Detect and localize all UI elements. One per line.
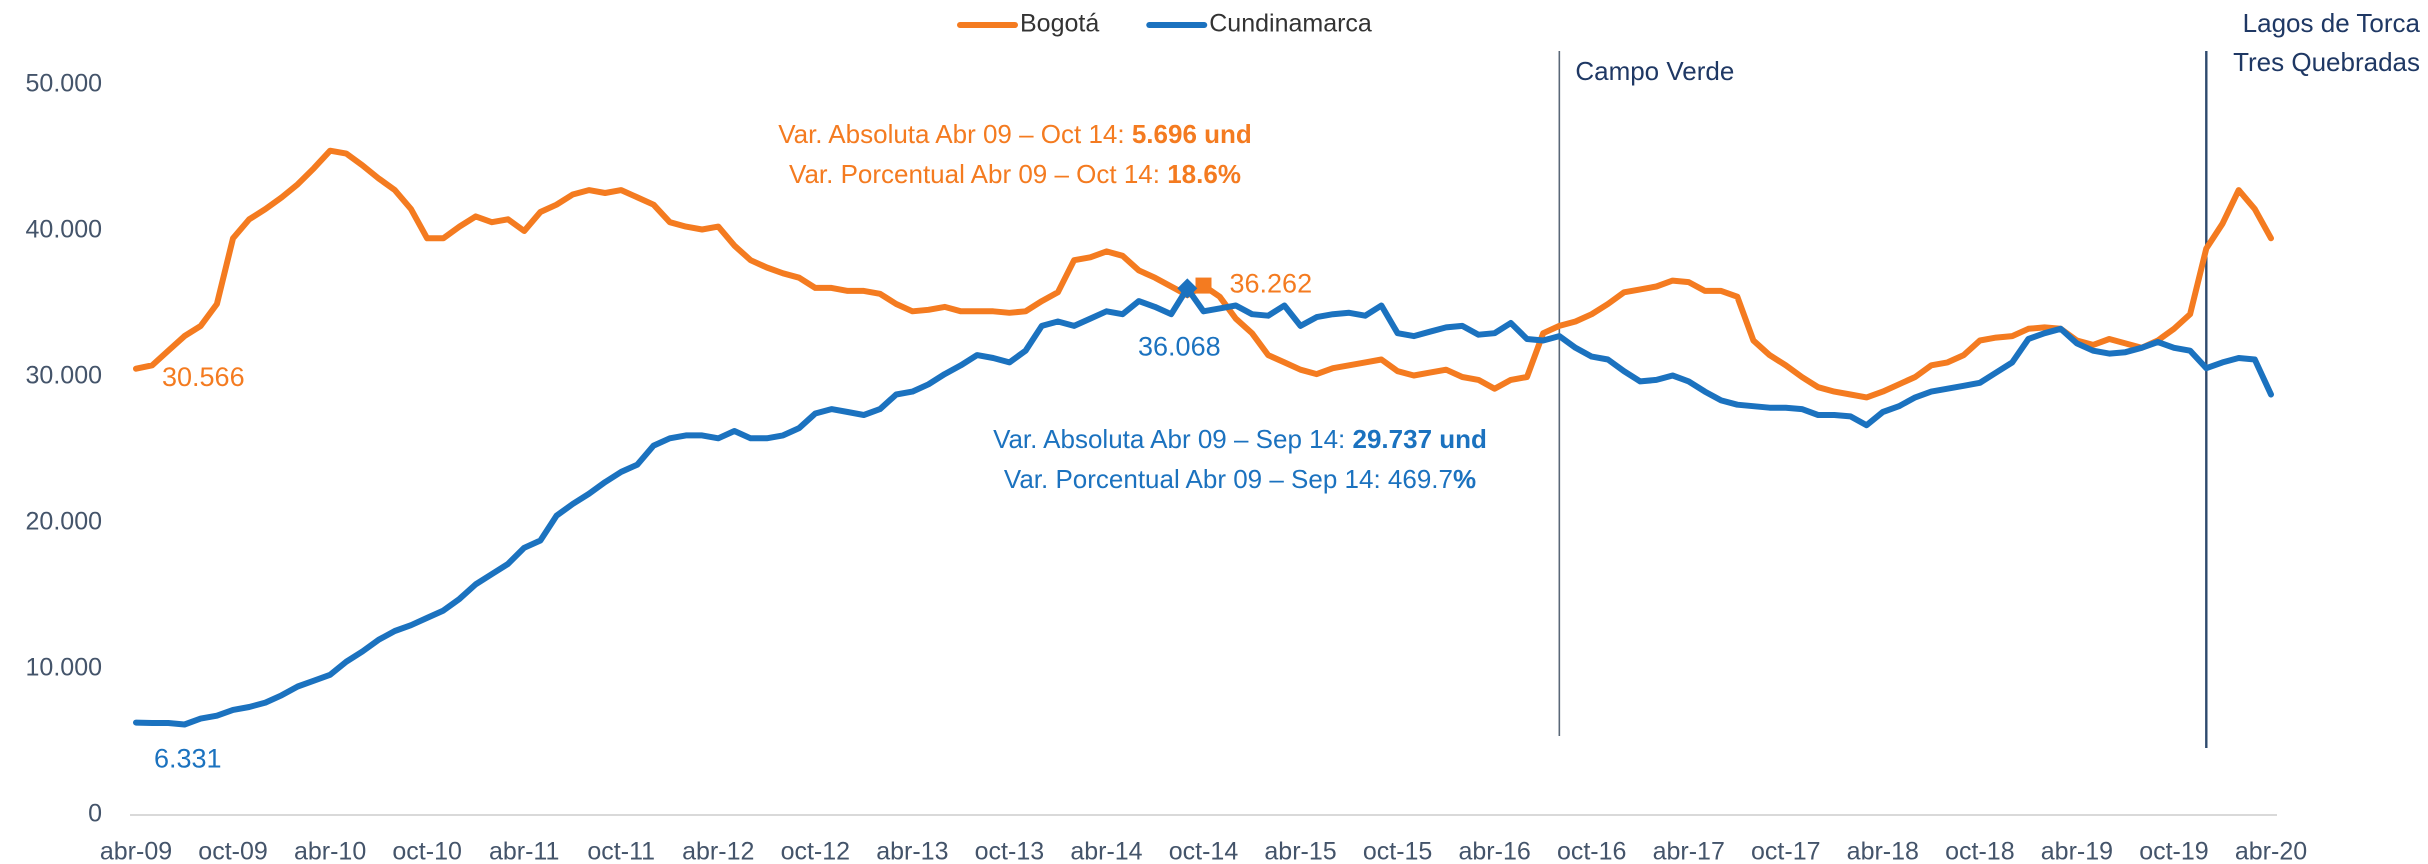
x-tick-label: oct-13 <box>975 838 1044 864</box>
x-tick-label: abr-19 <box>2041 838 2113 864</box>
y-tick-label: 30.000 <box>26 362 102 390</box>
value-label: 30.566 <box>162 362 245 392</box>
event-label: Campo Verde <box>1575 56 1734 86</box>
point-marker <box>1195 277 1212 294</box>
x-tick-label: oct-11 <box>587 838 655 864</box>
y-tick-label: 0 <box>88 800 102 828</box>
annotation: Var. Absoluta Abr 09 – Sep 14: 29.737 un… <box>993 424 1487 454</box>
annotation: Var. Porcentual Abr 09 – Sep 14: 469.7% <box>1004 464 1476 494</box>
x-tick-label: oct-18 <box>1945 838 2014 864</box>
series-line <box>133 285 2274 728</box>
x-tick-label: oct-15 <box>1363 838 1432 864</box>
x-tick-label: oct-19 <box>2139 838 2208 864</box>
annotation-strong: % <box>1453 464 1476 494</box>
annotation-strong: 29.737 und <box>1353 424 1487 454</box>
x-tick-label: oct-12 <box>781 838 850 864</box>
x-tick-label: oct-14 <box>1169 838 1239 864</box>
value-label: 36.262 <box>1230 269 1313 299</box>
x-tick-label: abr-15 <box>1264 838 1336 864</box>
legend-label: Bogotá <box>1020 10 1099 38</box>
annotation-text: Var. Absoluta Abr 09 – Oct 14: <box>778 119 1132 149</box>
legend-label: Cundinamarca <box>1209 10 1372 38</box>
x-tick-label: abr-17 <box>1653 838 1725 864</box>
event-label: Lagos de Torca <box>2243 8 2421 38</box>
x-tick-label: oct-09 <box>198 838 267 864</box>
annotation-strong: 18.6% <box>1167 159 1241 189</box>
value-label: 36.068 <box>1138 332 1221 362</box>
x-tick-label: abr-16 <box>1459 838 1531 864</box>
x-tick-label: oct-10 <box>392 838 461 864</box>
x-tick-label: abr-14 <box>1070 838 1142 864</box>
point-marker <box>1177 278 1198 299</box>
x-tick-label: abr-20 <box>2235 838 2307 864</box>
annotation-text: Var. Porcentual Abr 09 – Oct 14: <box>789 159 1167 189</box>
y-tick-label: 10.000 <box>26 654 102 682</box>
annotation-text: Var. Porcentual Abr 09 – Sep 14: 469.7 <box>1004 464 1453 494</box>
annotation-strong: 5.696 und <box>1132 119 1252 149</box>
event-label: Tres Quebradas <box>2233 47 2420 77</box>
x-tick-label: abr-12 <box>682 838 754 864</box>
x-tick-label: oct-16 <box>1557 838 1626 864</box>
x-tick-label: abr-18 <box>1847 838 1919 864</box>
annotation: Var. Absoluta Abr 09 – Oct 14: 5.696 und <box>778 119 1252 149</box>
x-tick-label: oct-17 <box>1751 838 1820 864</box>
value-label: 6.331 <box>154 744 222 774</box>
annotation: Var. Porcentual Abr 09 – Oct 14: 18.6% <box>789 159 1241 189</box>
y-tick-label: 40.000 <box>26 216 102 244</box>
annotation-text: Var. Absoluta Abr 09 – Sep 14: <box>993 424 1352 454</box>
x-tick-label: abr-11 <box>489 838 559 864</box>
x-tick-label: abr-10 <box>294 838 366 864</box>
y-tick-label: 50.000 <box>26 70 102 98</box>
y-tick-label: 20.000 <box>26 508 102 536</box>
x-tick-label: abr-13 <box>876 838 948 864</box>
x-tick-label: abr-09 <box>100 838 172 864</box>
